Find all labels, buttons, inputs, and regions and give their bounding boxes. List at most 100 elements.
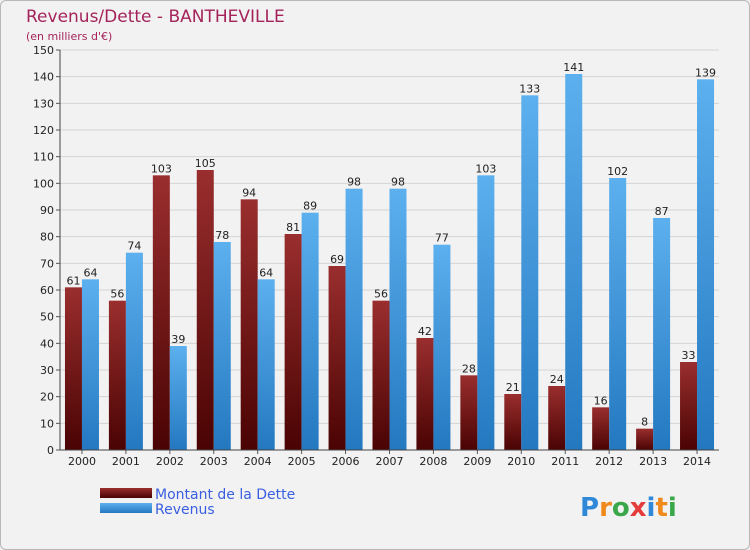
value-label-revenus-2008: 77 [435, 232, 449, 245]
value-label-debt-2009: 28 [462, 362, 476, 375]
value-label-debt-2005: 81 [286, 221, 300, 234]
bar-debt-2002 [152, 175, 170, 451]
y-tick-label: 50 [40, 311, 54, 324]
x-tick-label-2014: 2014 [683, 455, 711, 468]
value-label-revenus-2005: 89 [303, 200, 317, 213]
y-tick-label: 130 [33, 97, 54, 110]
bar-debt-2011 [548, 386, 566, 450]
legend-label-debt: Montant de la Dette [155, 487, 295, 503]
bar-revenus-2007 [389, 188, 407, 450]
x-tick-label-2007: 2007 [376, 455, 404, 468]
value-label-revenus-2014: 139 [695, 66, 716, 79]
legend-swatch-debt [100, 488, 152, 498]
value-label-revenus-2003: 78 [215, 229, 229, 242]
value-label-revenus-2002: 39 [171, 333, 185, 346]
y-tick-label: 20 [40, 391, 54, 404]
bar-revenus-2013 [653, 218, 671, 450]
x-tick-label-2003: 2003 [200, 455, 228, 468]
bar-debt-2001 [108, 300, 126, 450]
value-label-revenus-2013: 87 [655, 205, 669, 218]
bar-debt-2003 [196, 170, 214, 450]
x-tick-label-2006: 2006 [332, 455, 360, 468]
chart-title: Revenus/Dette - BANTHEVILLE [26, 7, 285, 27]
bar-debt-2006 [328, 266, 346, 450]
value-label-revenus-2004: 64 [259, 266, 273, 279]
legend-swatch-revenus [100, 503, 152, 513]
value-label-debt-2014: 33 [682, 349, 696, 362]
y-tick-label: 40 [40, 337, 54, 350]
x-tick-label-2000: 2000 [68, 455, 96, 468]
bar-revenus-2014 [697, 79, 715, 450]
bar-revenus-2006 [345, 188, 363, 450]
x-tick-label-2002: 2002 [156, 455, 184, 468]
bar-revenus-2000 [81, 279, 99, 450]
bar-debt-2000 [64, 287, 82, 450]
bar-debt-2010 [504, 394, 522, 450]
bar-debt-2004 [240, 199, 258, 450]
value-label-debt-2001: 56 [110, 288, 124, 301]
bar-debt-2009 [460, 375, 478, 450]
bar-debt-2012 [592, 407, 610, 450]
bar-revenus-2011 [565, 74, 583, 450]
bar-debt-2013 [636, 428, 654, 450]
y-tick-label: 70 [40, 257, 54, 270]
x-tick-label-2012: 2012 [595, 455, 623, 468]
y-tick-label: 10 [40, 417, 54, 430]
value-label-revenus-2006: 98 [347, 176, 361, 189]
value-label-revenus-2012: 102 [607, 165, 628, 178]
bar-debt-2005 [284, 234, 302, 450]
bar-debt-2007 [372, 300, 390, 450]
value-label-revenus-2000: 64 [83, 266, 97, 279]
value-label-debt-2012: 16 [594, 394, 608, 407]
x-tick-label-2010: 2010 [507, 455, 535, 468]
chart-subtitle: (en milliers d'€) [26, 30, 112, 43]
x-tick-label-2004: 2004 [244, 455, 272, 468]
value-label-debt-2007: 56 [374, 288, 388, 301]
value-label-debt-2013: 8 [641, 416, 648, 429]
value-label-revenus-2010: 133 [519, 82, 540, 95]
value-label-debt-2010: 21 [506, 381, 520, 394]
value-label-revenus-2011: 141 [563, 61, 584, 74]
y-tick-label: 60 [40, 284, 54, 297]
x-tick-label-2008: 2008 [419, 455, 447, 468]
proxiti-logo: Proxiti [580, 493, 677, 523]
x-tick-label-2009: 2009 [463, 455, 491, 468]
x-axis-labels: 2000 2001 2002 2003 2004 2005 2006 2007 2008 2009… [68, 450, 711, 468]
y-axis-ticks: 0 10 20 30 40 50 60 70 80 90 100 110 120 130 140 150 [33, 44, 60, 457]
y-tick-label: 30 [40, 364, 54, 377]
y-tick-label: 90 [40, 204, 54, 217]
bar-revenus-2002 [169, 346, 187, 450]
y-tick-label: 140 [33, 71, 54, 84]
x-tick-label-2013: 2013 [639, 455, 667, 468]
value-label-debt-2000: 61 [66, 274, 80, 287]
y-tick-label: 100 [33, 177, 54, 190]
value-label-debt-2011: 24 [550, 373, 564, 386]
bars-group: 6164567410339105789464818969985698427728… [64, 61, 716, 451]
value-label-revenus-2001: 74 [127, 240, 141, 253]
bar-debt-2014 [680, 362, 698, 450]
value-label-debt-2004: 94 [242, 186, 256, 199]
bar-revenus-2003 [213, 242, 231, 450]
value-label-debt-2006: 69 [330, 253, 344, 266]
value-label-revenus-2007: 98 [391, 176, 405, 189]
y-tick-label: 120 [33, 124, 54, 137]
bar-revenus-2009 [477, 175, 495, 451]
bar-debt-2008 [416, 338, 434, 450]
y-tick-label: 110 [33, 151, 54, 164]
y-tick-label: 80 [40, 231, 54, 244]
value-label-revenus-2009: 103 [475, 162, 496, 175]
y-tick-label: 150 [33, 44, 54, 57]
legend-label-revenus: Revenus [155, 502, 215, 518]
x-tick-label-2011: 2011 [551, 455, 579, 468]
bar-revenus-2004 [257, 279, 275, 450]
x-tick-label-2001: 2001 [112, 455, 140, 468]
bar-revenus-2010 [521, 95, 539, 450]
bar-revenus-2005 [301, 212, 319, 450]
bar-revenus-2012 [609, 178, 627, 450]
y-tick-label: 0 [47, 444, 54, 457]
svg-text:Proxiti: Proxiti [580, 493, 677, 523]
value-label-debt-2003: 105 [195, 157, 216, 170]
value-label-debt-2002: 103 [151, 162, 172, 175]
x-tick-label-2005: 2005 [288, 455, 316, 468]
